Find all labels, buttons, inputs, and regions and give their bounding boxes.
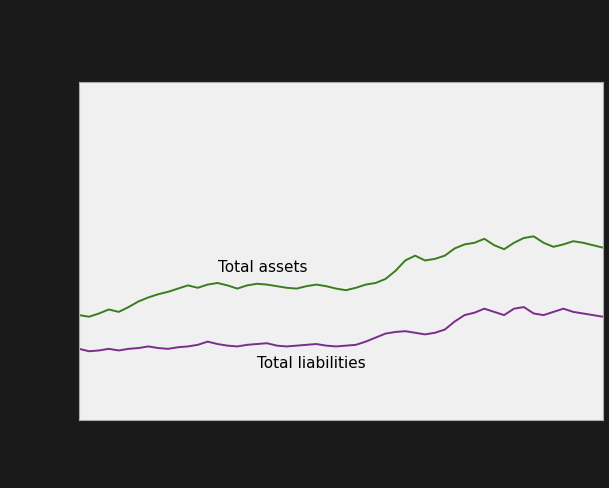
Text: Total assets: Total assets: [217, 260, 307, 274]
Text: Total liabilities: Total liabilities: [257, 356, 366, 370]
